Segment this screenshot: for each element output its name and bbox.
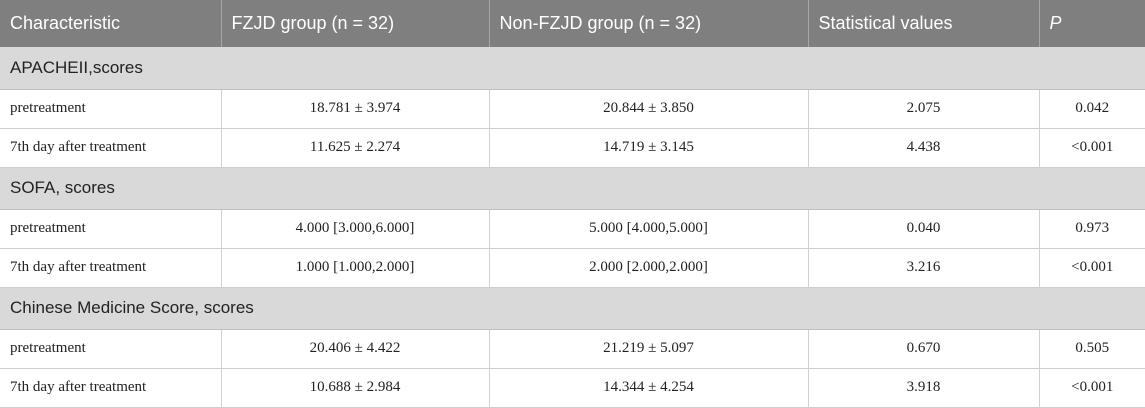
cell-fzjd: 4.000 [3.000,6.000] <box>221 209 490 249</box>
row-label: 7th day after treatment <box>0 128 222 168</box>
cell-statistical-value: 4.438 <box>808 128 1040 168</box>
cell-statistical-value: 0.670 <box>808 329 1040 369</box>
header-p-value: P <box>1039 0 1145 47</box>
row-label: pretreatment <box>0 329 222 369</box>
cell-fzjd: 11.625 ± 2.274 <box>221 128 490 168</box>
section-row-apacheii: APACHEII,scores <box>0 47 1145 90</box>
header-characteristic: Characteristic <box>0 0 222 47</box>
cell-p-value: <0.001 <box>1039 248 1145 288</box>
cell-non-fzjd: 14.719 ± 3.145 <box>489 128 809 168</box>
cell-non-fzjd: 14.344 ± 4.254 <box>489 368 809 408</box>
table-row: pretreatment 20.406 ± 4.422 21.219 ± 5.0… <box>0 329 1145 369</box>
table-row: 7th day after treatment 11.625 ± 2.274 1… <box>0 128 1145 168</box>
table-header: Characteristic FZJD group (n = 32) Non-F… <box>0 0 1145 47</box>
cell-p-value: 0.973 <box>1039 209 1145 249</box>
row-label: pretreatment <box>0 89 222 129</box>
header-statistical-values: Statistical values <box>808 0 1040 47</box>
header-non-fzjd-group: Non-FZJD group (n = 32) <box>489 0 809 47</box>
cell-p-value: 0.505 <box>1039 329 1145 369</box>
cell-p-value: 0.042 <box>1039 89 1145 129</box>
section-title: SOFA, scores <box>0 167 1145 210</box>
header-fzjd-group: FZJD group (n = 32) <box>221 0 490 47</box>
row-label: pretreatment <box>0 209 222 249</box>
header-row: Characteristic FZJD group (n = 32) Non-F… <box>0 0 1145 47</box>
section-row-chinese-medicine: Chinese Medicine Score, scores <box>0 287 1145 330</box>
row-label: 7th day after treatment <box>0 248 222 288</box>
table-row: 7th day after treatment 1.000 [1.000,2.0… <box>0 248 1145 288</box>
section-title: Chinese Medicine Score, scores <box>0 287 1145 330</box>
cell-non-fzjd: 5.000 [4.000,5.000] <box>489 209 809 249</box>
table-row: 7th day after treatment 10.688 ± 2.984 1… <box>0 368 1145 408</box>
cell-statistical-value: 3.918 <box>808 368 1040 408</box>
cell-non-fzjd: 21.219 ± 5.097 <box>489 329 809 369</box>
table-row: pretreatment 4.000 [3.000,6.000] 5.000 [… <box>0 209 1145 249</box>
table-body: APACHEII,scores pretreatment 18.781 ± 3.… <box>0 47 1145 408</box>
cell-p-value: <0.001 <box>1039 128 1145 168</box>
cell-fzjd: 1.000 [1.000,2.000] <box>221 248 490 288</box>
row-label: 7th day after treatment <box>0 368 222 408</box>
cell-statistical-value: 0.040 <box>808 209 1040 249</box>
section-row-sofa: SOFA, scores <box>0 167 1145 210</box>
cell-statistical-value: 3.216 <box>808 248 1040 288</box>
cell-p-value: <0.001 <box>1039 368 1145 408</box>
section-title: APACHEII,scores <box>0 47 1145 90</box>
cell-fzjd: 20.406 ± 4.422 <box>221 329 490 369</box>
cell-non-fzjd: 20.844 ± 3.850 <box>489 89 809 129</box>
cell-fzjd: 10.688 ± 2.984 <box>221 368 490 408</box>
cell-statistical-value: 2.075 <box>808 89 1040 129</box>
cell-non-fzjd: 2.000 [2.000,2.000] <box>489 248 809 288</box>
cell-fzjd: 18.781 ± 3.974 <box>221 89 490 129</box>
table-row: pretreatment 18.781 ± 3.974 20.844 ± 3.8… <box>0 89 1145 129</box>
